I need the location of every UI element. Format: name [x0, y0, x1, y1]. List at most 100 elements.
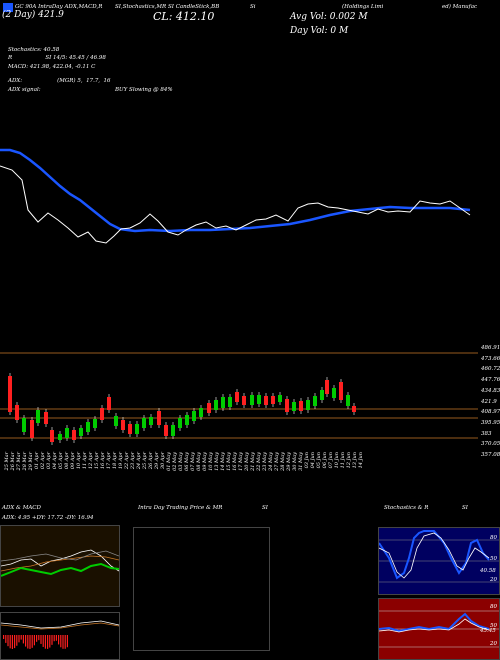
macd-lines	[1, 620, 119, 649]
candle-body	[44, 412, 48, 424]
macd-histogram-bar	[44, 635, 46, 649]
stoch-tick-80: 80	[490, 535, 497, 541]
adx-lines	[1, 549, 119, 577]
candle-body	[107, 397, 111, 410]
adx-panel-title: ADX & MACD	[2, 505, 41, 511]
candle-body	[339, 382, 343, 400]
rsi-tick-80: 80	[490, 604, 497, 610]
macd-histogram-bar	[25, 635, 27, 647]
mrsi-panel-suffix: SI	[262, 505, 268, 511]
price-axis-tick: 370.05	[481, 441, 500, 448]
header-source-2: SI,Stochastics,MR	[115, 4, 167, 10]
macd-histogram-bar	[40, 635, 42, 644]
day-volume: Day Vol: 0 M	[290, 26, 349, 36]
macd-histogram-bar	[47, 635, 49, 649]
candle-body	[178, 418, 182, 428]
candle-body	[135, 424, 139, 434]
stoch-panel-title: Stochastics & R	[384, 505, 429, 511]
candle-body	[271, 396, 275, 404]
macd-histogram-bar	[31, 635, 33, 648]
candle-body	[121, 420, 125, 430]
adx-panel	[0, 525, 120, 607]
rsi-readout: R SI 14/5: 45.45 / 46.98	[8, 55, 106, 61]
header-source-3: SI CandleStick,BB	[168, 4, 220, 10]
candle-body	[214, 400, 218, 410]
macd-histogram-bar	[64, 635, 66, 649]
candle-body	[325, 380, 329, 394]
stochastics-readout: Stochastics: 40.58	[8, 47, 60, 53]
price-axis-tick: 383	[481, 430, 492, 437]
candle-body	[171, 425, 175, 436]
candle-body	[221, 397, 225, 408]
candle-body	[30, 420, 34, 438]
macd-histogram-bar	[3, 635, 5, 639]
macd-histogram-bar	[62, 635, 64, 649]
candle-body	[15, 405, 19, 420]
candle-body	[299, 401, 303, 411]
macd-histogram-bar	[58, 635, 60, 645]
macd-histogram-bar	[36, 635, 38, 642]
macd-histogram-bar	[20, 635, 22, 640]
candle-body	[192, 411, 196, 421]
candle-body	[8, 376, 12, 412]
moving-average-line	[0, 148, 471, 233]
price-line	[0, 165, 471, 244]
macd-histogram-bar	[18, 635, 20, 643]
stochastics-panel	[378, 527, 500, 595]
stoch-tick-50: 50	[490, 556, 497, 562]
price-axis-tick: 460.72	[481, 366, 500, 373]
candle-body	[320, 390, 324, 400]
mrsi-panel	[133, 527, 270, 651]
macd-histogram-bar	[42, 635, 44, 647]
candle-body	[79, 428, 83, 436]
candle-body	[72, 430, 76, 440]
rsi-tick-20: 20	[490, 641, 497, 647]
candle-body	[306, 400, 310, 410]
adx-readout: ADX: (MGR) 5, 17.7, 16	[8, 78, 111, 84]
adx-signal-label: ADX signal:	[8, 87, 41, 93]
price-axis-tick: 357.08	[481, 452, 500, 458]
price-axis-tick: 447.76	[481, 377, 500, 384]
macd-histogram-bar	[14, 635, 16, 649]
macd-histogram-bar	[60, 635, 62, 648]
macd-histogram-bar	[55, 635, 57, 641]
stoch-panel-suffix: SI	[462, 505, 468, 511]
candle-body	[235, 392, 239, 402]
mrsi-panel-title: Intra Day Trading Price & MR	[138, 505, 223, 511]
candle-body	[292, 402, 296, 411]
header-source-4: Si	[250, 4, 256, 10]
rsi-last-value: 45.45	[480, 628, 496, 634]
candle-body	[86, 422, 90, 432]
price-axis-tick: 421.9	[481, 398, 497, 405]
candle-body	[114, 416, 118, 426]
avg-volume: Avg Vol: 0.002 M	[290, 12, 368, 22]
stoch-tick-20: 20	[490, 577, 497, 583]
rsi-lines	[379, 610, 499, 648]
macd-histogram-bar	[7, 635, 9, 647]
candle-body	[164, 425, 168, 436]
macd-histogram-bar	[33, 635, 35, 646]
adx-panel-values: ADX: 4.95 +DY: 17.72 -DY: 16.94	[2, 515, 94, 521]
candle-body	[50, 430, 54, 442]
macd-histogram-bar	[29, 635, 31, 649]
candle-body	[58, 434, 62, 440]
stoch-last-value: 40.58	[480, 568, 496, 574]
candle-body	[185, 415, 189, 425]
candle-body	[100, 408, 104, 420]
legend-swatch	[3, 3, 13, 12]
macd-histogram-bar	[38, 635, 40, 641]
candle-body	[157, 411, 161, 425]
candle-body	[346, 395, 350, 406]
candle-body	[22, 418, 26, 432]
price-axis-tick: 395.95	[481, 419, 500, 426]
date-label: (2 Day) 421.9	[2, 10, 64, 20]
stochastics-lines	[379, 530, 499, 583]
macd-histogram-bar	[22, 635, 24, 644]
macd-histogram-bar	[49, 635, 51, 648]
header-source-5: (Holdings Limi	[342, 4, 384, 10]
price-axis-tick: 486.91	[481, 345, 500, 351]
macd-histogram-bar	[5, 635, 7, 643]
candle-body	[93, 419, 97, 428]
candle-body	[36, 410, 40, 423]
price-axis-tick: 434.83	[481, 387, 500, 394]
